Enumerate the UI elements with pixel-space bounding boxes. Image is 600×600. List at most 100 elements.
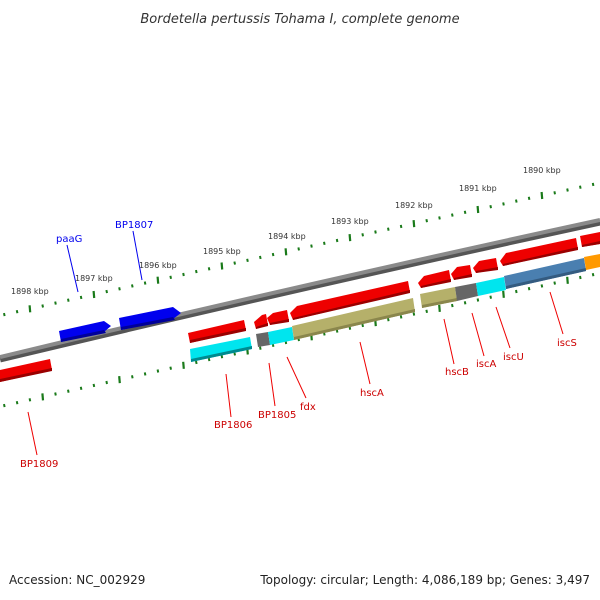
gene-label-hscA[interactable]: hscA [360, 388, 384, 399]
cog-bar-BP1805 [256, 332, 270, 347]
inner-tick-13 [169, 366, 172, 370]
outer-tick-16 [207, 267, 211, 271]
gene-hscA[interactable] [290, 281, 410, 320]
outer-scale-ticks [3, 182, 595, 317]
gene-next-truncated[interactable] [580, 232, 600, 247]
inner-tick-33 [425, 309, 428, 313]
leader-line-iscA [471, 312, 485, 357]
gene-fdx[interactable] [267, 310, 289, 325]
inner-tick-16 [207, 357, 211, 362]
outer-tick-29 [374, 230, 377, 234]
outer-tick-17 [220, 262, 224, 270]
scale-label-1892: 1892 kbp [395, 201, 433, 210]
outer-tick-4 [54, 301, 57, 305]
gene-BP1806[interactable] [188, 320, 246, 343]
outer-tick-13 [169, 275, 172, 279]
leader-line-paaG [66, 244, 79, 293]
outer-tick-38 [489, 205, 492, 209]
cog-bar-fdx [268, 327, 294, 345]
inner-tick-18 [233, 352, 236, 356]
gene-BP1805[interactable] [254, 314, 268, 329]
gene-iscA[interactable] [451, 265, 472, 280]
cog-bar-iscU [476, 277, 506, 296]
outer-tick-18 [233, 261, 236, 265]
inner-tick-41 [527, 287, 531, 291]
outer-tick-45 [579, 185, 582, 189]
inner-tick-4 [54, 392, 57, 396]
gene-label-BP1807[interactable]: BP1807 [115, 220, 153, 231]
outer-tick-33 [425, 219, 428, 223]
cog-bar-hscA [292, 298, 415, 340]
gene-label-BP1809[interactable]: BP1809 [20, 459, 58, 470]
inner-tick-31 [399, 315, 403, 319]
outer-tick-35 [451, 213, 454, 217]
inner-tick-11 [143, 372, 147, 376]
outer-tick-21 [271, 252, 275, 257]
outer-tick-14 [182, 272, 185, 277]
gene-label-iscU[interactable]: iscU [503, 352, 524, 363]
outer-tick-3 [41, 304, 44, 308]
gene-label-iscA[interactable]: iscA [476, 359, 496, 370]
gene-hscB[interactable] [418, 270, 451, 288]
scale-label-1898: 1898 kbp [11, 287, 49, 296]
outer-tick-36 [463, 210, 467, 214]
outer-tick-9 [118, 287, 121, 291]
inner-tick-27 [348, 326, 352, 330]
accession-label: Accession: NC_002929 [9, 573, 146, 587]
cog-bar-BP1806 [190, 337, 252, 362]
leader-line-hscA [359, 341, 371, 385]
inner-tick-15 [195, 360, 198, 365]
outer-tick-5 [67, 298, 70, 302]
outer-tick-31 [399, 224, 403, 229]
outer-tick-7 [92, 290, 96, 299]
gene-label-BP1806[interactable]: BP1806 [214, 420, 252, 431]
outer-tick-20 [259, 255, 262, 260]
gene-label-fdx[interactable]: fdx [300, 402, 316, 413]
inner-tick-3 [41, 393, 45, 401]
outer-tick-43 [553, 191, 556, 195]
leader-line-hscB [443, 318, 455, 365]
gene-iscU[interactable] [473, 258, 498, 273]
outer-tick-6 [79, 295, 83, 300]
gene-BP1809[interactable] [0, 359, 52, 382]
inner-tick-0 [3, 403, 6, 408]
leader-line-BP1805 [268, 362, 276, 407]
gene-label-BP1805[interactable]: BP1805 [258, 410, 296, 421]
outer-tick-34 [438, 216, 441, 220]
scale-label-1897: 1897 kbp [75, 274, 113, 283]
outer-tick-41 [527, 196, 531, 200]
outer-tick-25 [323, 241, 326, 245]
scale-label-1894: 1894 kbp [268, 232, 306, 241]
inner-tick-2 [28, 398, 32, 402]
inner-tick-12 [156, 369, 160, 373]
inner-tick-26 [335, 329, 339, 333]
inner-tick-42 [540, 284, 544, 288]
leader-line-iscU [495, 306, 511, 349]
inner-tick-14 [182, 361, 185, 369]
scale-label-1895: 1895 kbp [203, 247, 241, 256]
inner-tick-8 [105, 380, 108, 385]
outer-tick-19 [246, 258, 249, 262]
inner-tick-38 [489, 295, 492, 299]
scale-label-1891: 1891 kbp [459, 184, 497, 193]
inner-tick-28 [361, 323, 364, 328]
inner-tick-10 [131, 375, 134, 379]
inner-tick-43 [553, 281, 556, 285]
gene-label-paaG[interactable]: paaG [56, 234, 82, 245]
gene-iscS[interactable] [500, 238, 578, 266]
outer-tick-8 [105, 289, 108, 294]
inner-tick-32 [412, 312, 416, 316]
cog-bar-iscA [455, 283, 478, 301]
outer-tick-30 [387, 227, 390, 231]
outer-tick-24 [310, 244, 313, 248]
outer-tick-2 [28, 305, 32, 313]
gene-BP1807[interactable] [119, 307, 181, 330]
inner-tick-37 [476, 298, 480, 302]
gene-paaG[interactable] [59, 321, 111, 342]
outer-tick-0 [3, 312, 6, 317]
inner-tick-6 [79, 386, 83, 390]
gene-label-iscS[interactable]: iscS [557, 338, 577, 349]
leader-line-BP1807 [132, 230, 143, 281]
gene-label-hscB[interactable]: hscB [445, 367, 469, 378]
